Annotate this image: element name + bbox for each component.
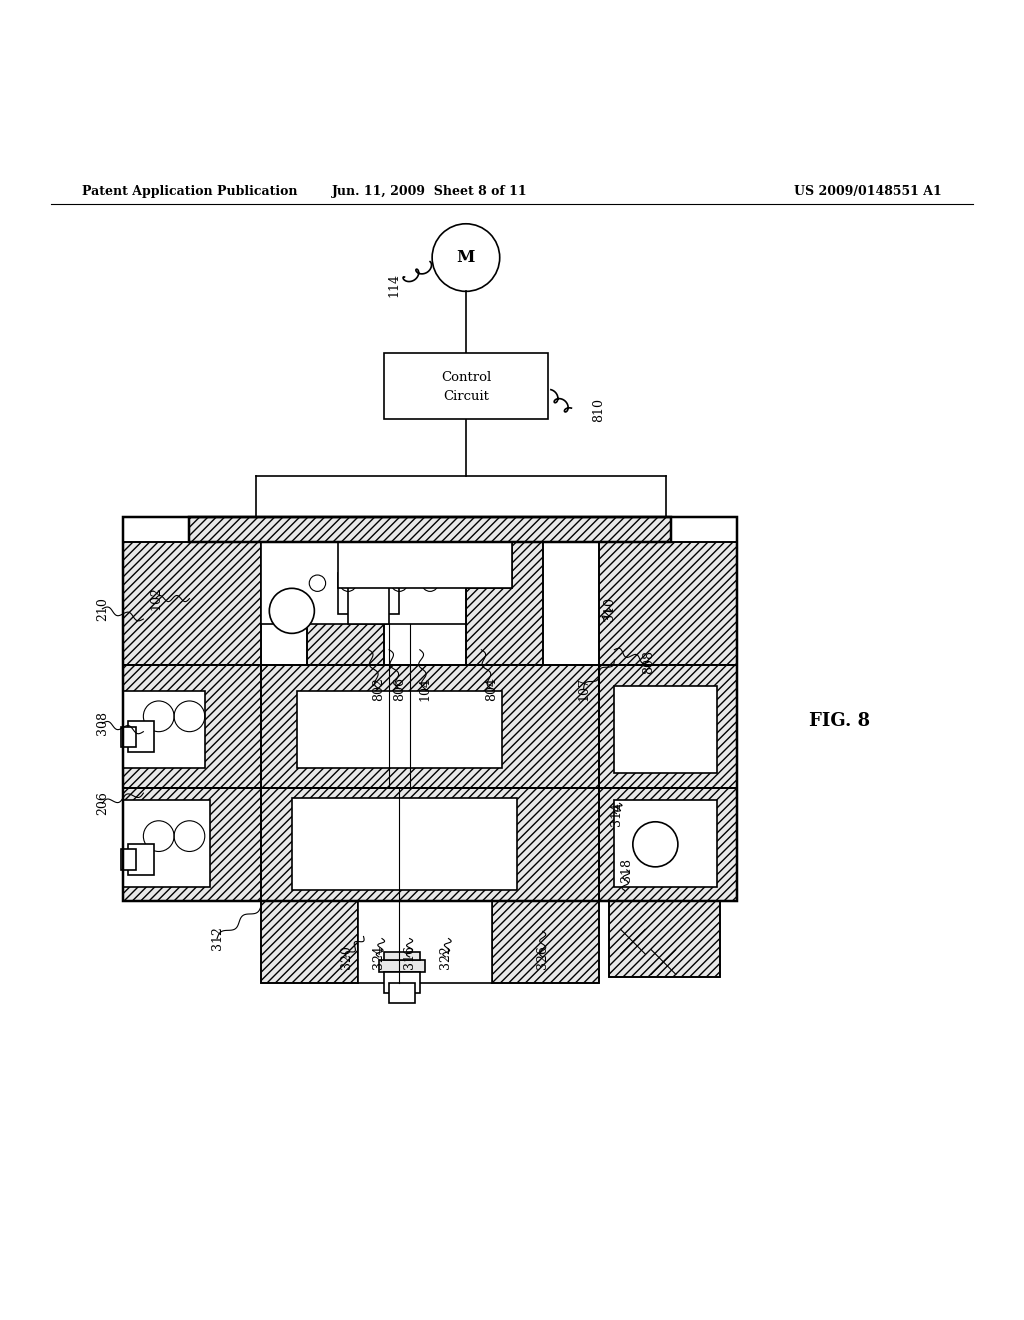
- Bar: [492, 900, 599, 982]
- Bar: [123, 800, 210, 887]
- Text: Jun. 11, 2009  Sheet 8 of 11: Jun. 11, 2009 Sheet 8 of 11: [332, 185, 528, 198]
- Text: 316: 316: [403, 945, 416, 969]
- Text: 808: 808: [642, 649, 654, 675]
- Bar: [261, 788, 599, 900]
- Text: 806: 806: [393, 677, 406, 701]
- Bar: [189, 516, 671, 543]
- Text: 312: 312: [211, 927, 223, 950]
- Bar: [123, 690, 205, 767]
- Text: 310: 310: [603, 597, 615, 620]
- Bar: [609, 900, 720, 977]
- Bar: [123, 788, 261, 900]
- Bar: [348, 562, 389, 624]
- Bar: [123, 665, 261, 788]
- Bar: [389, 982, 415, 1003]
- Text: M: M: [457, 249, 475, 267]
- Text: 210: 210: [96, 597, 109, 620]
- Bar: [261, 788, 599, 900]
- Bar: [466, 543, 543, 665]
- Bar: [123, 543, 261, 665]
- Text: 114: 114: [388, 273, 400, 297]
- Bar: [121, 850, 136, 870]
- Bar: [599, 788, 737, 900]
- Bar: [384, 952, 420, 960]
- Text: 107: 107: [578, 677, 590, 701]
- Text: 322: 322: [439, 945, 452, 969]
- Bar: [338, 543, 512, 589]
- Text: 308: 308: [96, 711, 109, 735]
- Bar: [261, 543, 466, 624]
- Bar: [121, 726, 136, 747]
- Bar: [123, 665, 261, 788]
- Bar: [358, 900, 492, 982]
- Text: US 2009/0148551 A1: US 2009/0148551 A1: [795, 185, 942, 198]
- Text: 318: 318: [621, 858, 633, 882]
- Bar: [128, 722, 154, 752]
- Bar: [123, 543, 261, 665]
- Bar: [261, 665, 599, 788]
- Bar: [492, 900, 599, 982]
- Text: 206: 206: [96, 792, 109, 816]
- Text: 314: 314: [610, 801, 623, 825]
- Bar: [338, 573, 399, 614]
- Bar: [292, 799, 517, 891]
- Bar: [338, 543, 512, 589]
- Bar: [297, 690, 502, 767]
- Text: 104: 104: [419, 677, 431, 701]
- Bar: [379, 960, 425, 973]
- Text: FIG. 8: FIG. 8: [809, 713, 870, 730]
- Circle shape: [269, 589, 314, 634]
- Bar: [128, 845, 154, 875]
- Bar: [599, 788, 737, 900]
- Bar: [261, 665, 599, 788]
- Bar: [609, 900, 720, 977]
- Bar: [261, 900, 358, 982]
- Bar: [307, 543, 384, 665]
- Text: 324: 324: [373, 945, 385, 969]
- Bar: [384, 973, 420, 993]
- Text: Circuit: Circuit: [443, 389, 488, 403]
- Bar: [261, 900, 358, 982]
- Bar: [599, 665, 737, 788]
- Text: 320: 320: [340, 945, 352, 969]
- Bar: [189, 516, 671, 543]
- Text: Control: Control: [440, 371, 492, 384]
- Text: 804: 804: [485, 677, 498, 701]
- Bar: [466, 543, 543, 665]
- Bar: [614, 685, 717, 772]
- Bar: [123, 516, 737, 900]
- Bar: [599, 543, 737, 665]
- Bar: [123, 788, 261, 900]
- Text: 810: 810: [592, 397, 605, 422]
- Text: 102: 102: [150, 586, 162, 610]
- Text: 802: 802: [373, 677, 385, 701]
- Text: 326: 326: [537, 945, 549, 969]
- Bar: [307, 543, 384, 665]
- Text: Patent Application Publication: Patent Application Publication: [82, 185, 297, 198]
- Bar: [599, 665, 737, 788]
- Bar: [614, 800, 717, 887]
- Bar: [189, 516, 671, 543]
- Bar: [599, 543, 737, 665]
- Bar: [384, 352, 548, 420]
